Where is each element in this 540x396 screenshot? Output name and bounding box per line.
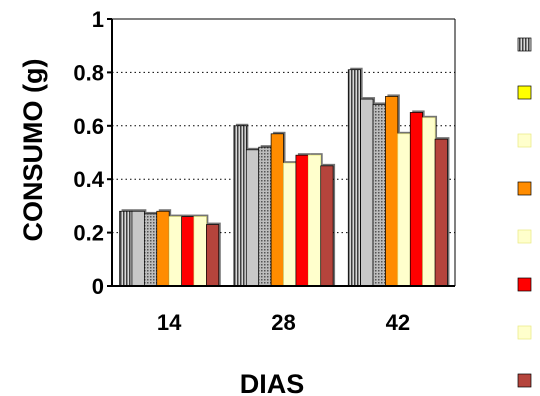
bar bbox=[193, 216, 207, 287]
x-axis-title: DIAS bbox=[240, 369, 305, 396]
bar bbox=[347, 69, 361, 287]
y-tick-label: 0.2 bbox=[73, 221, 104, 246]
y-tick-label: 0 bbox=[92, 274, 104, 299]
bar bbox=[156, 210, 170, 287]
bars bbox=[119, 67, 450, 287]
bar bbox=[422, 117, 436, 287]
y-axis-title: CONSUMO (g) bbox=[18, 59, 48, 242]
bar bbox=[181, 216, 195, 287]
bar bbox=[131, 210, 145, 287]
x-tick-labels: 14 28 42 bbox=[157, 310, 410, 335]
y-tick-label: 0.8 bbox=[73, 60, 104, 85]
y-tick-label: 0.4 bbox=[73, 167, 104, 192]
x-tick-label: 28 bbox=[271, 310, 295, 335]
legend-swatch bbox=[517, 325, 532, 340]
bar bbox=[206, 224, 220, 287]
bar bbox=[434, 138, 448, 287]
legend-swatch bbox=[517, 37, 532, 52]
bar bbox=[168, 216, 182, 287]
y-tick-labels: 0 0.2 0.4 0.6 0.8 1 bbox=[73, 7, 112, 299]
y-tick-label: 0.6 bbox=[73, 114, 104, 139]
bar bbox=[258, 146, 272, 287]
bar bbox=[307, 154, 322, 287]
bar bbox=[320, 165, 334, 287]
x-tick-label: 42 bbox=[386, 310, 410, 335]
bar bbox=[270, 133, 284, 287]
bar bbox=[360, 98, 374, 287]
x-tick-label: 14 bbox=[157, 310, 182, 335]
bar bbox=[397, 133, 411, 287]
legend-swatch bbox=[517, 373, 532, 388]
bar bbox=[385, 96, 399, 287]
bar bbox=[409, 112, 423, 287]
bar bbox=[283, 162, 297, 287]
legend-swatch bbox=[517, 133, 532, 148]
legend bbox=[517, 37, 532, 388]
bar bbox=[144, 213, 158, 287]
legend-swatch bbox=[517, 277, 532, 292]
bar bbox=[372, 104, 386, 287]
y-tick-label: 1 bbox=[92, 7, 104, 32]
legend-swatch bbox=[517, 85, 532, 100]
legend-swatch bbox=[517, 181, 532, 196]
bar bbox=[295, 154, 309, 287]
bar bbox=[233, 125, 247, 287]
bar bbox=[119, 210, 133, 287]
legend-swatch bbox=[517, 229, 532, 244]
bar bbox=[245, 149, 260, 287]
